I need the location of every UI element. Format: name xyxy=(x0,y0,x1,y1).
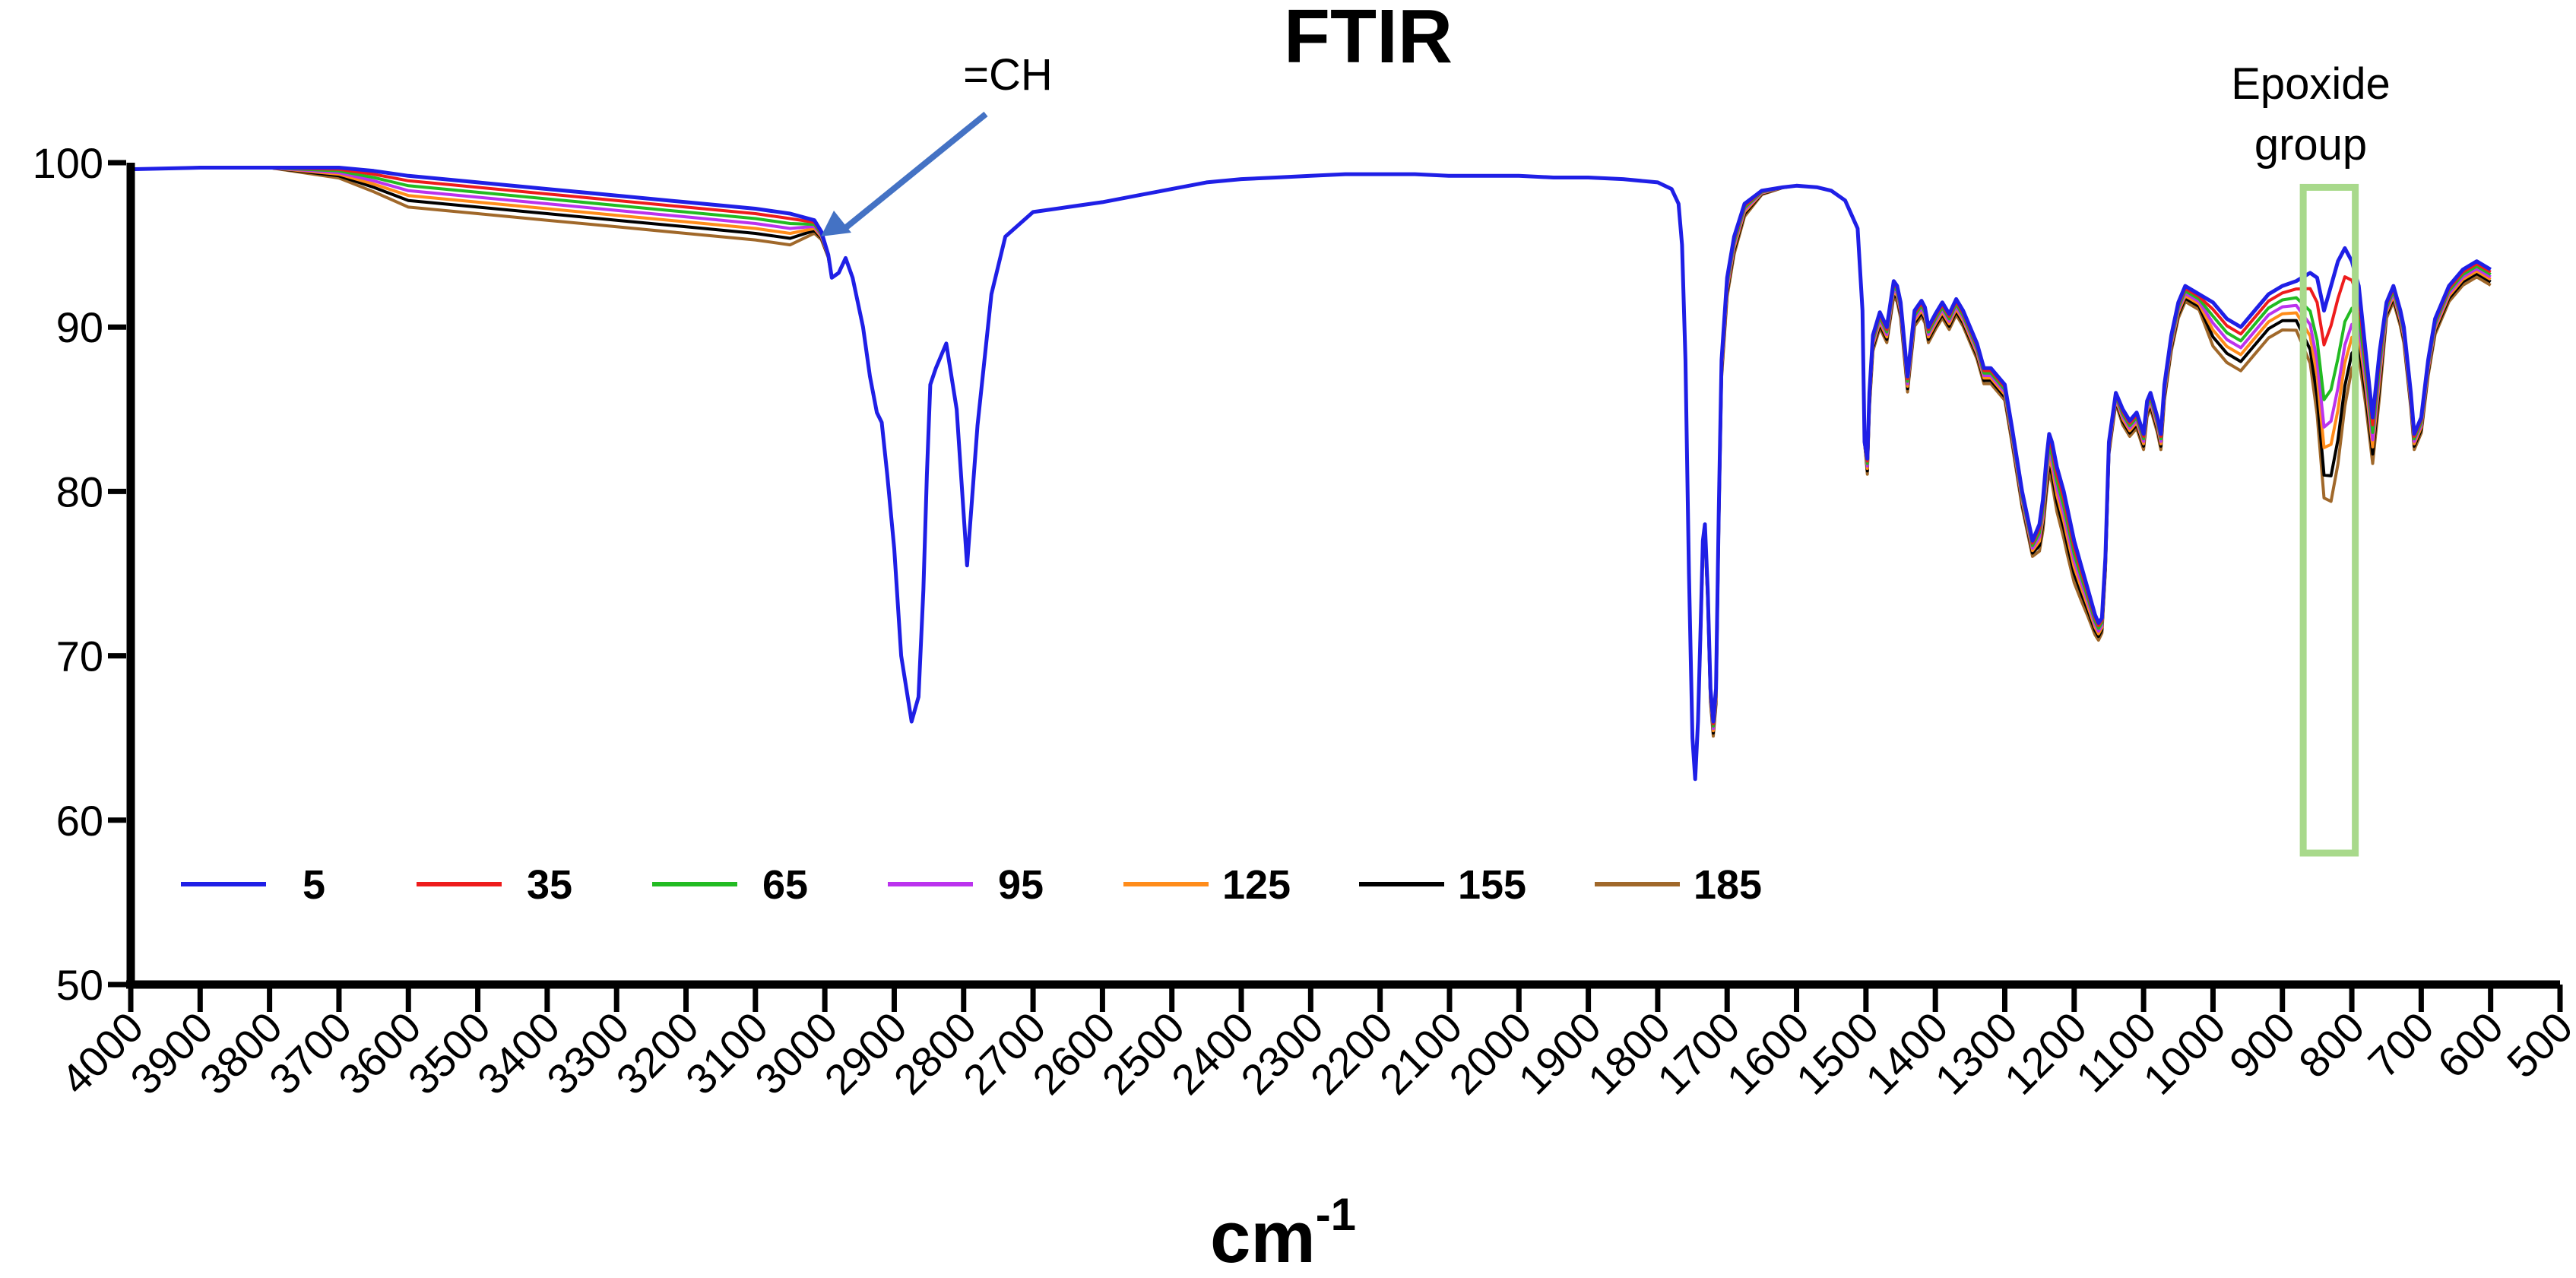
x-tick-label: 500 xyxy=(2498,1003,2576,1087)
axes: 4000390038003700360035003400330032003100… xyxy=(33,139,2576,1104)
x-tick-label: 700 xyxy=(2359,1003,2443,1087)
series-layer xyxy=(130,166,2492,782)
series-line-125 xyxy=(130,166,2492,781)
ch-annotation: =CH xyxy=(821,50,1053,236)
y-tick-label: 60 xyxy=(56,797,103,845)
legend-label-155: 155 xyxy=(1458,862,1526,908)
y-tick-label: 50 xyxy=(56,961,103,1009)
x-tick-label: 900 xyxy=(2220,1003,2305,1087)
legend-label-5: 5 xyxy=(303,862,325,908)
y-tick-label: 90 xyxy=(56,303,103,351)
y-tick-label: 80 xyxy=(56,468,103,515)
series-line-95 xyxy=(130,166,2492,781)
legend-label-125: 125 xyxy=(1222,862,1291,908)
epoxide-label-line2: group xyxy=(2254,120,2367,170)
legend-label-95: 95 xyxy=(998,862,1044,908)
y-tick-label: 100 xyxy=(33,139,103,187)
x-tick-label: 800 xyxy=(2289,1003,2374,1087)
y-ticks: 50 60 70 80 90 100 xyxy=(33,139,126,1009)
epoxide-annotation: Epoxide group xyxy=(2231,59,2391,857)
legend-label-65: 65 xyxy=(762,862,808,908)
legend-label-35: 35 xyxy=(527,862,572,908)
x-tick-label: 600 xyxy=(2429,1003,2513,1087)
chart-title: FTIR xyxy=(1284,0,1453,79)
x-axis-label: cm-1 xyxy=(1210,1189,1356,1278)
ch-arrow-head xyxy=(821,211,851,236)
ch-label: =CH xyxy=(963,50,1053,100)
epoxide-label-line1: Epoxide xyxy=(2231,59,2391,109)
legend: 5 35 65 95 125 155 185 xyxy=(181,862,1762,908)
series-line-65 xyxy=(130,166,2492,781)
series-line-5 xyxy=(130,166,2492,782)
series-line-155 xyxy=(130,166,2492,781)
x-ticks: 4000390038003700360035003400330032003100… xyxy=(52,985,2576,1104)
ch-arrow-line xyxy=(843,111,988,231)
epoxide-highlight-box xyxy=(2299,183,2359,857)
y-tick-label: 70 xyxy=(56,633,103,680)
series-line-185 xyxy=(130,166,2492,781)
series-line-35 xyxy=(130,166,2492,781)
legend-label-185: 185 xyxy=(1694,862,1762,908)
